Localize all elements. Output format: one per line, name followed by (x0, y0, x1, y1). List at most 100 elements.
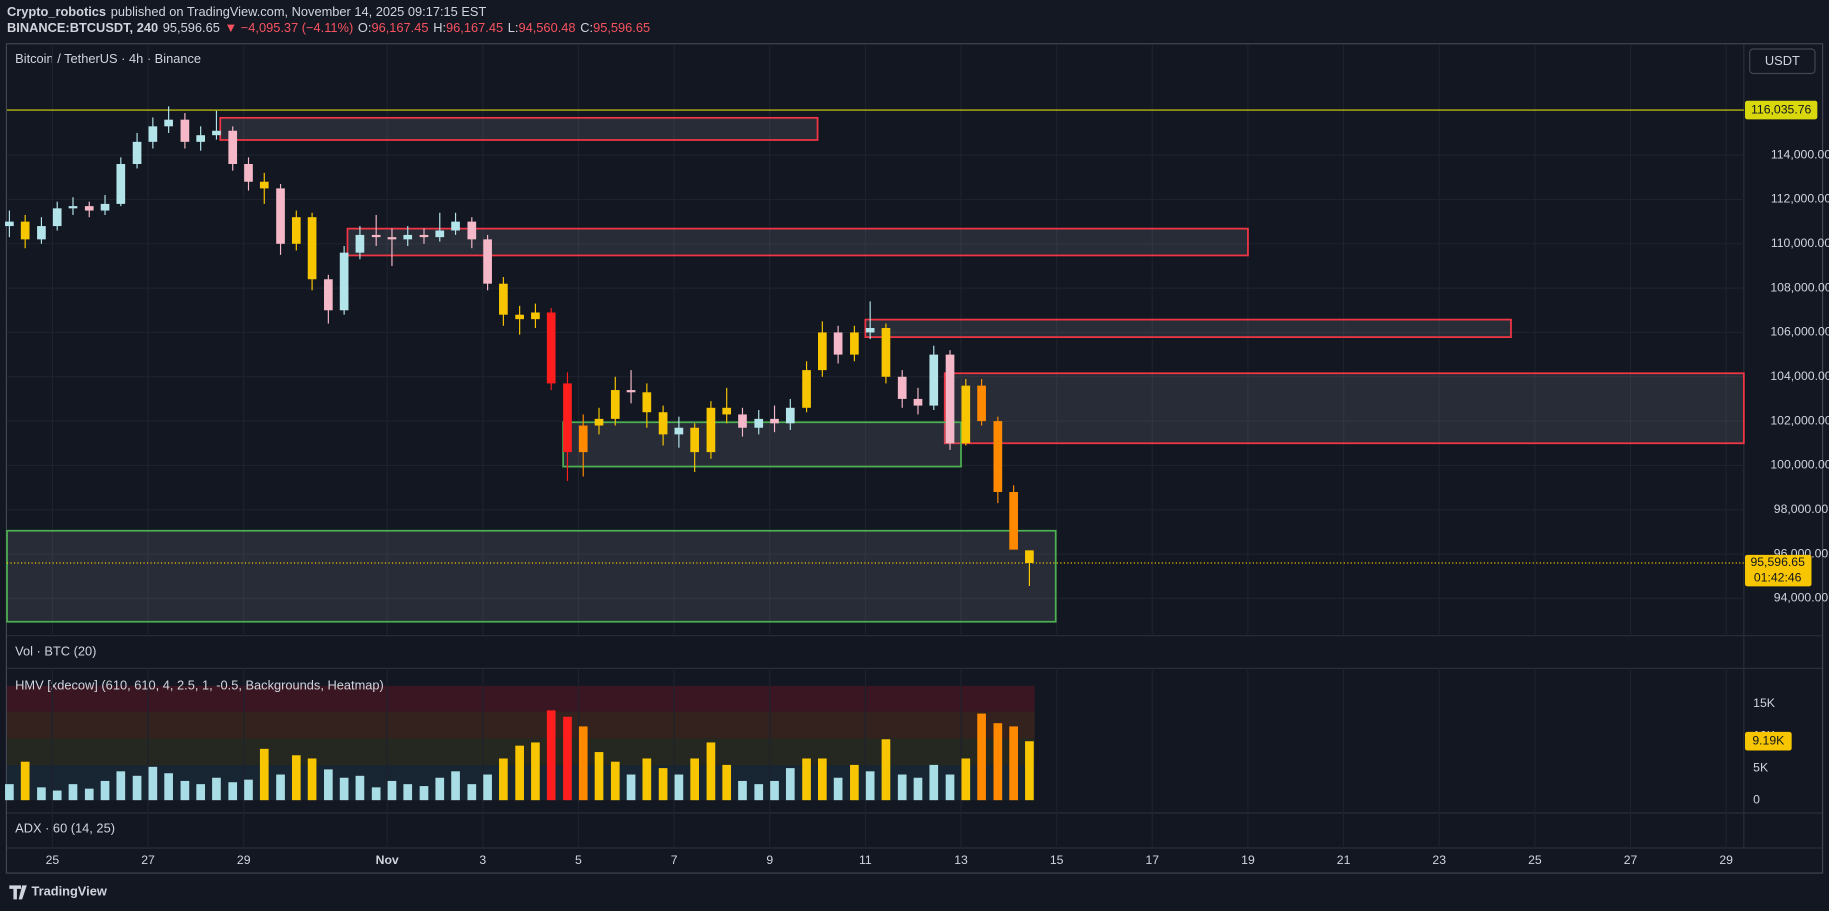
candle-body (929, 354, 939, 406)
candle-body (324, 279, 333, 311)
candle-body (276, 188, 285, 244)
candle-body (642, 392, 652, 413)
x-tick-label: 13 (954, 853, 968, 867)
zone (219, 116, 819, 141)
candle-body (467, 221, 477, 240)
volume-bar (818, 758, 827, 801)
published: published on TradingView.com, November 1… (111, 4, 487, 19)
candle-body (802, 370, 811, 408)
volume-bar (690, 758, 700, 801)
volume-bar (897, 774, 907, 801)
candle-body (100, 203, 110, 211)
candle-body (68, 206, 78, 209)
candle-body (483, 239, 492, 284)
x-tick-label: 9 (766, 853, 773, 867)
volume-bar (37, 787, 46, 801)
ohlc-value: 96,167.45 (446, 21, 503, 36)
candle-body (20, 221, 30, 240)
candle-body (1025, 550, 1034, 564)
chart-frame (5, 43, 1824, 874)
volume-bar (132, 775, 142, 801)
last-price-badge (1745, 554, 1812, 587)
candle-body (419, 234, 429, 238)
x-tick-label: 21 (1337, 853, 1351, 867)
candle-body (291, 217, 301, 244)
candle-body (881, 328, 891, 377)
volume-bar (531, 742, 540, 801)
candle-body (865, 328, 875, 333)
candle-body (37, 226, 46, 240)
volume-bar (419, 786, 429, 801)
candle-body (913, 398, 923, 406)
ohlc-value: 95,596.65 (593, 21, 650, 36)
volume-bar (865, 771, 875, 801)
candle-body (307, 217, 317, 280)
volume-bar (1009, 726, 1018, 801)
volume-bar (467, 784, 477, 801)
volume-bar (116, 771, 126, 801)
volume-last-label: 9.19K (1752, 733, 1785, 747)
x-tick-label: 3 (479, 853, 486, 867)
volume-bar (371, 787, 381, 801)
x-tick-label: 29 (1719, 853, 1733, 867)
x-tick-label: Nov (376, 853, 399, 867)
volume-bar (881, 739, 891, 801)
y-tick-label: 100,000.00 (1770, 458, 1829, 472)
currency[interactable]: USDT (1765, 53, 1800, 68)
volume-bar (451, 771, 460, 801)
candle-body (833, 332, 843, 355)
candle-body (690, 427, 700, 453)
volume-title: Vol · BTC (20) (15, 643, 96, 658)
volume-bar (355, 775, 365, 801)
candle-body (499, 283, 508, 315)
volume-bar (626, 774, 636, 801)
y-tick-label: 106,000.00 (1770, 325, 1829, 339)
logo: TradingView (31, 884, 106, 899)
y-tick-label: 114,000.00 (1771, 147, 1829, 161)
volume-bar (674, 774, 684, 801)
x-tick-label: 5 (575, 853, 582, 867)
volume-bar (546, 710, 556, 801)
candle-body (594, 418, 604, 426)
volume-tick-label: 5K (1753, 760, 1769, 774)
volume-bar (961, 758, 971, 801)
volume-bar (833, 777, 843, 801)
volume-bar (52, 790, 62, 801)
change: ▼ −4,095.37 (−4.11%) (225, 21, 354, 36)
volume-bar (658, 768, 668, 801)
ohlc-value: 96,167.45 (371, 21, 428, 36)
x-tick-label: 23 (1432, 853, 1446, 867)
volume-bar (244, 779, 253, 801)
candle-body (658, 412, 668, 435)
candle-body (339, 252, 349, 311)
header-bg (0, 0, 1829, 42)
volume-bar (993, 723, 1003, 801)
candle-body (52, 208, 62, 227)
y-tick-label: 98,000.00 (1774, 502, 1829, 516)
volume-bar (850, 764, 859, 801)
candle-body (148, 126, 158, 142)
candle-body (355, 234, 365, 253)
candle-body (674, 427, 684, 435)
volume-bar (307, 758, 317, 801)
countdown: 01:42:46 (1754, 570, 1802, 584)
candle-body (977, 385, 986, 422)
y-tick-label: 112,000.00 (1771, 192, 1829, 206)
candle-body (531, 312, 540, 320)
header-line-2: BINANCE:BTCUSDT, 240 95,596.65 ▼ −4,095.37… (7, 21, 650, 36)
currency-button[interactable] (1749, 48, 1816, 75)
candle-body (371, 234, 381, 238)
volume-bar (435, 777, 445, 801)
volume-bar (148, 766, 158, 801)
volume-bar (706, 742, 716, 801)
volume-bar (1025, 741, 1034, 801)
volume-bar (785, 768, 795, 801)
x-tick-label: 27 (141, 853, 155, 867)
volume-bar (913, 777, 923, 801)
volume-bar (164, 773, 173, 801)
heatmap-title: HMV [xdecow] (610, 610, 4, 2.5, 1, -0.5,… (15, 677, 384, 692)
candle-body (722, 407, 732, 415)
chart-title: Bitcoin / TetherUS · 4h · Binance (15, 51, 201, 66)
volume-bar (945, 774, 955, 801)
candle-body (546, 312, 556, 384)
